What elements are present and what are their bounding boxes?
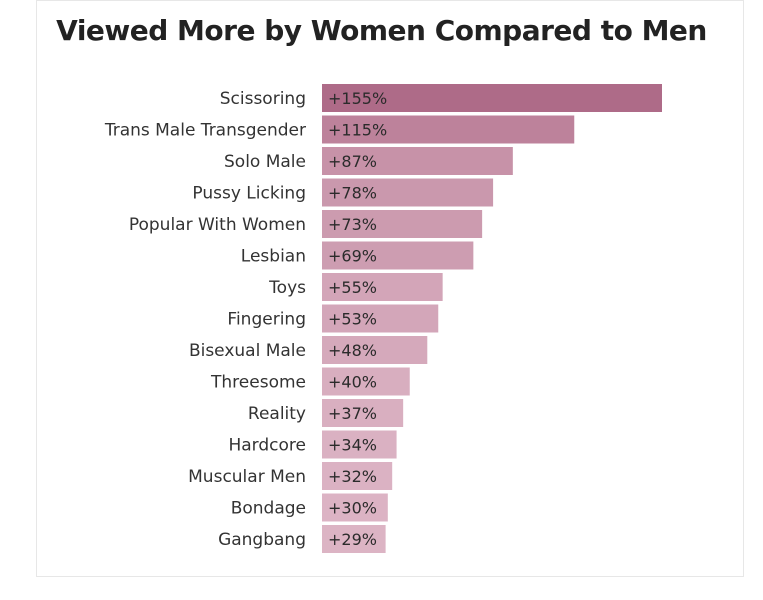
bar [322,525,386,553]
value-label: +37% [328,404,377,423]
category-label: Pussy Licking [192,184,306,204]
bar [322,430,397,459]
category-label: Bondage [231,499,306,519]
value-label: +73% [328,215,377,234]
value-label: +34% [328,436,377,455]
value-label: +69% [328,247,377,266]
category-label: Muscular Men [188,467,306,487]
value-label: +32% [328,467,377,486]
bar [322,399,404,427]
bar [322,336,428,364]
category-label: Popular With Women [129,215,306,235]
value-label: +115% [328,121,387,140]
bar [322,304,439,333]
value-label: +29% [328,530,377,549]
value-label: +155% [328,89,387,108]
bar [322,210,483,238]
value-label: +78% [328,184,377,203]
value-label: +48% [328,341,377,360]
category-label: Lesbian [241,247,306,267]
value-label: +30% [328,499,377,518]
category-label: Hardcore [228,436,306,456]
category-label: Trans Male Transgender [104,121,306,141]
bar [322,84,662,112]
value-label: +53% [328,310,377,329]
category-label: Scissoring [220,89,306,109]
bar [322,493,388,522]
category-label: Fingering [227,310,306,330]
chart-title: Viewed More by Women Compared to Men [56,14,707,47]
category-label: Toys [268,278,306,298]
bar [322,462,393,490]
value-label: +55% [328,278,377,297]
bar [322,273,443,301]
bar [322,367,410,396]
bar [322,241,474,270]
bar [322,147,513,175]
category-label: Gangbang [218,530,306,550]
value-label: +40% [328,373,377,392]
bar [322,115,575,144]
category-label: Solo Male [224,152,306,172]
bar [322,178,494,207]
category-label: Reality [248,404,306,424]
value-label: +87% [328,152,377,171]
category-label: Bisexual Male [189,341,306,361]
category-label: Threesome [210,373,306,393]
